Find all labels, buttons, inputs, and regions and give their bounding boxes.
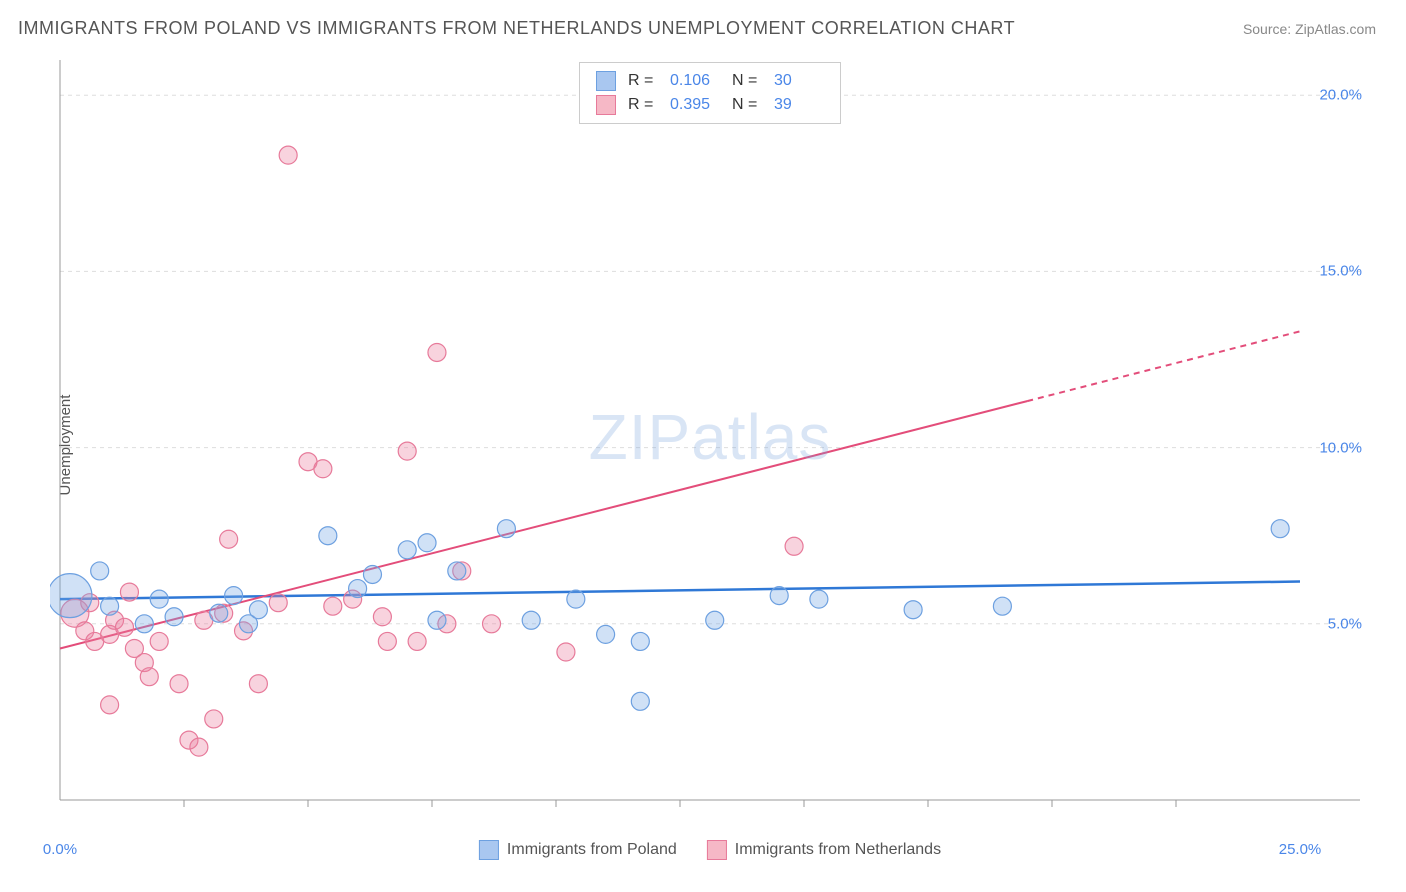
point-netherlands xyxy=(324,597,342,615)
point-netherlands xyxy=(785,537,803,555)
point-netherlands xyxy=(170,675,188,693)
point-poland xyxy=(363,565,381,583)
bottom-legend: Immigrants from Poland Immigrants from Ne… xyxy=(479,840,941,860)
point-poland xyxy=(101,597,119,615)
point-poland xyxy=(706,611,724,629)
point-poland xyxy=(904,601,922,619)
point-poland xyxy=(349,580,367,598)
x-tick-label: 0.0% xyxy=(43,841,77,858)
point-poland xyxy=(418,534,436,552)
swatch-icon xyxy=(479,840,499,860)
swatch-icon xyxy=(596,71,616,91)
header: IMMIGRANTS FROM POLAND VS IMMIGRANTS FRO… xyxy=(0,0,1406,51)
point-poland xyxy=(165,608,183,626)
point-netherlands xyxy=(101,696,119,714)
point-netherlands xyxy=(205,710,223,728)
swatch-icon xyxy=(707,840,727,860)
y-tick-label: 5.0% xyxy=(1328,615,1362,632)
point-netherlands xyxy=(150,632,168,650)
point-poland xyxy=(810,590,828,608)
point-poland xyxy=(448,562,466,580)
y-tick-label: 10.0% xyxy=(1319,439,1362,456)
point-poland xyxy=(567,590,585,608)
x-tick-label: 25.0% xyxy=(1279,841,1322,858)
point-poland xyxy=(597,625,615,643)
point-poland xyxy=(210,604,228,622)
point-poland xyxy=(249,601,267,619)
stats-box: R =0.106N =30R =0.395N =39 xyxy=(579,62,841,124)
point-netherlands xyxy=(120,583,138,601)
point-netherlands xyxy=(314,460,332,478)
source-label: Source: ZipAtlas.com xyxy=(1243,21,1376,37)
point-netherlands xyxy=(190,738,208,756)
point-netherlands xyxy=(483,615,501,633)
y-tick-label: 15.0% xyxy=(1319,263,1362,280)
point-poland xyxy=(91,562,109,580)
chart-area: Unemployment ZIPatlas R =0.106N =30R =0.… xyxy=(50,60,1370,830)
point-netherlands xyxy=(279,146,297,164)
scatter-plot xyxy=(50,60,1370,830)
point-poland xyxy=(225,587,243,605)
point-poland xyxy=(631,632,649,650)
point-netherlands xyxy=(428,343,446,361)
point-poland xyxy=(631,692,649,710)
point-netherlands xyxy=(378,632,396,650)
point-poland xyxy=(319,527,337,545)
point-netherlands xyxy=(408,632,426,650)
point-poland xyxy=(135,615,153,633)
point-poland xyxy=(522,611,540,629)
legend-item: Immigrants from Poland xyxy=(479,840,677,860)
point-netherlands xyxy=(398,442,416,460)
point-poland xyxy=(770,587,788,605)
point-poland xyxy=(1271,520,1289,538)
swatch-icon xyxy=(596,95,616,115)
point-poland xyxy=(50,574,92,618)
point-netherlands xyxy=(115,618,133,636)
stats-row: R =0.395N =39 xyxy=(596,93,824,117)
point-netherlands xyxy=(220,530,238,548)
point-netherlands xyxy=(140,668,158,686)
chart-title: IMMIGRANTS FROM POLAND VS IMMIGRANTS FRO… xyxy=(18,18,1015,39)
point-poland xyxy=(993,597,1011,615)
point-poland xyxy=(428,611,446,629)
y-tick-label: 20.0% xyxy=(1319,87,1362,104)
point-netherlands xyxy=(557,643,575,661)
point-netherlands xyxy=(373,608,391,626)
point-poland xyxy=(497,520,515,538)
point-poland xyxy=(398,541,416,559)
legend-item: Immigrants from Netherlands xyxy=(707,840,941,860)
point-netherlands xyxy=(269,594,287,612)
point-netherlands xyxy=(249,675,267,693)
point-poland xyxy=(150,590,168,608)
stats-row: R =0.106N =30 xyxy=(596,69,824,93)
